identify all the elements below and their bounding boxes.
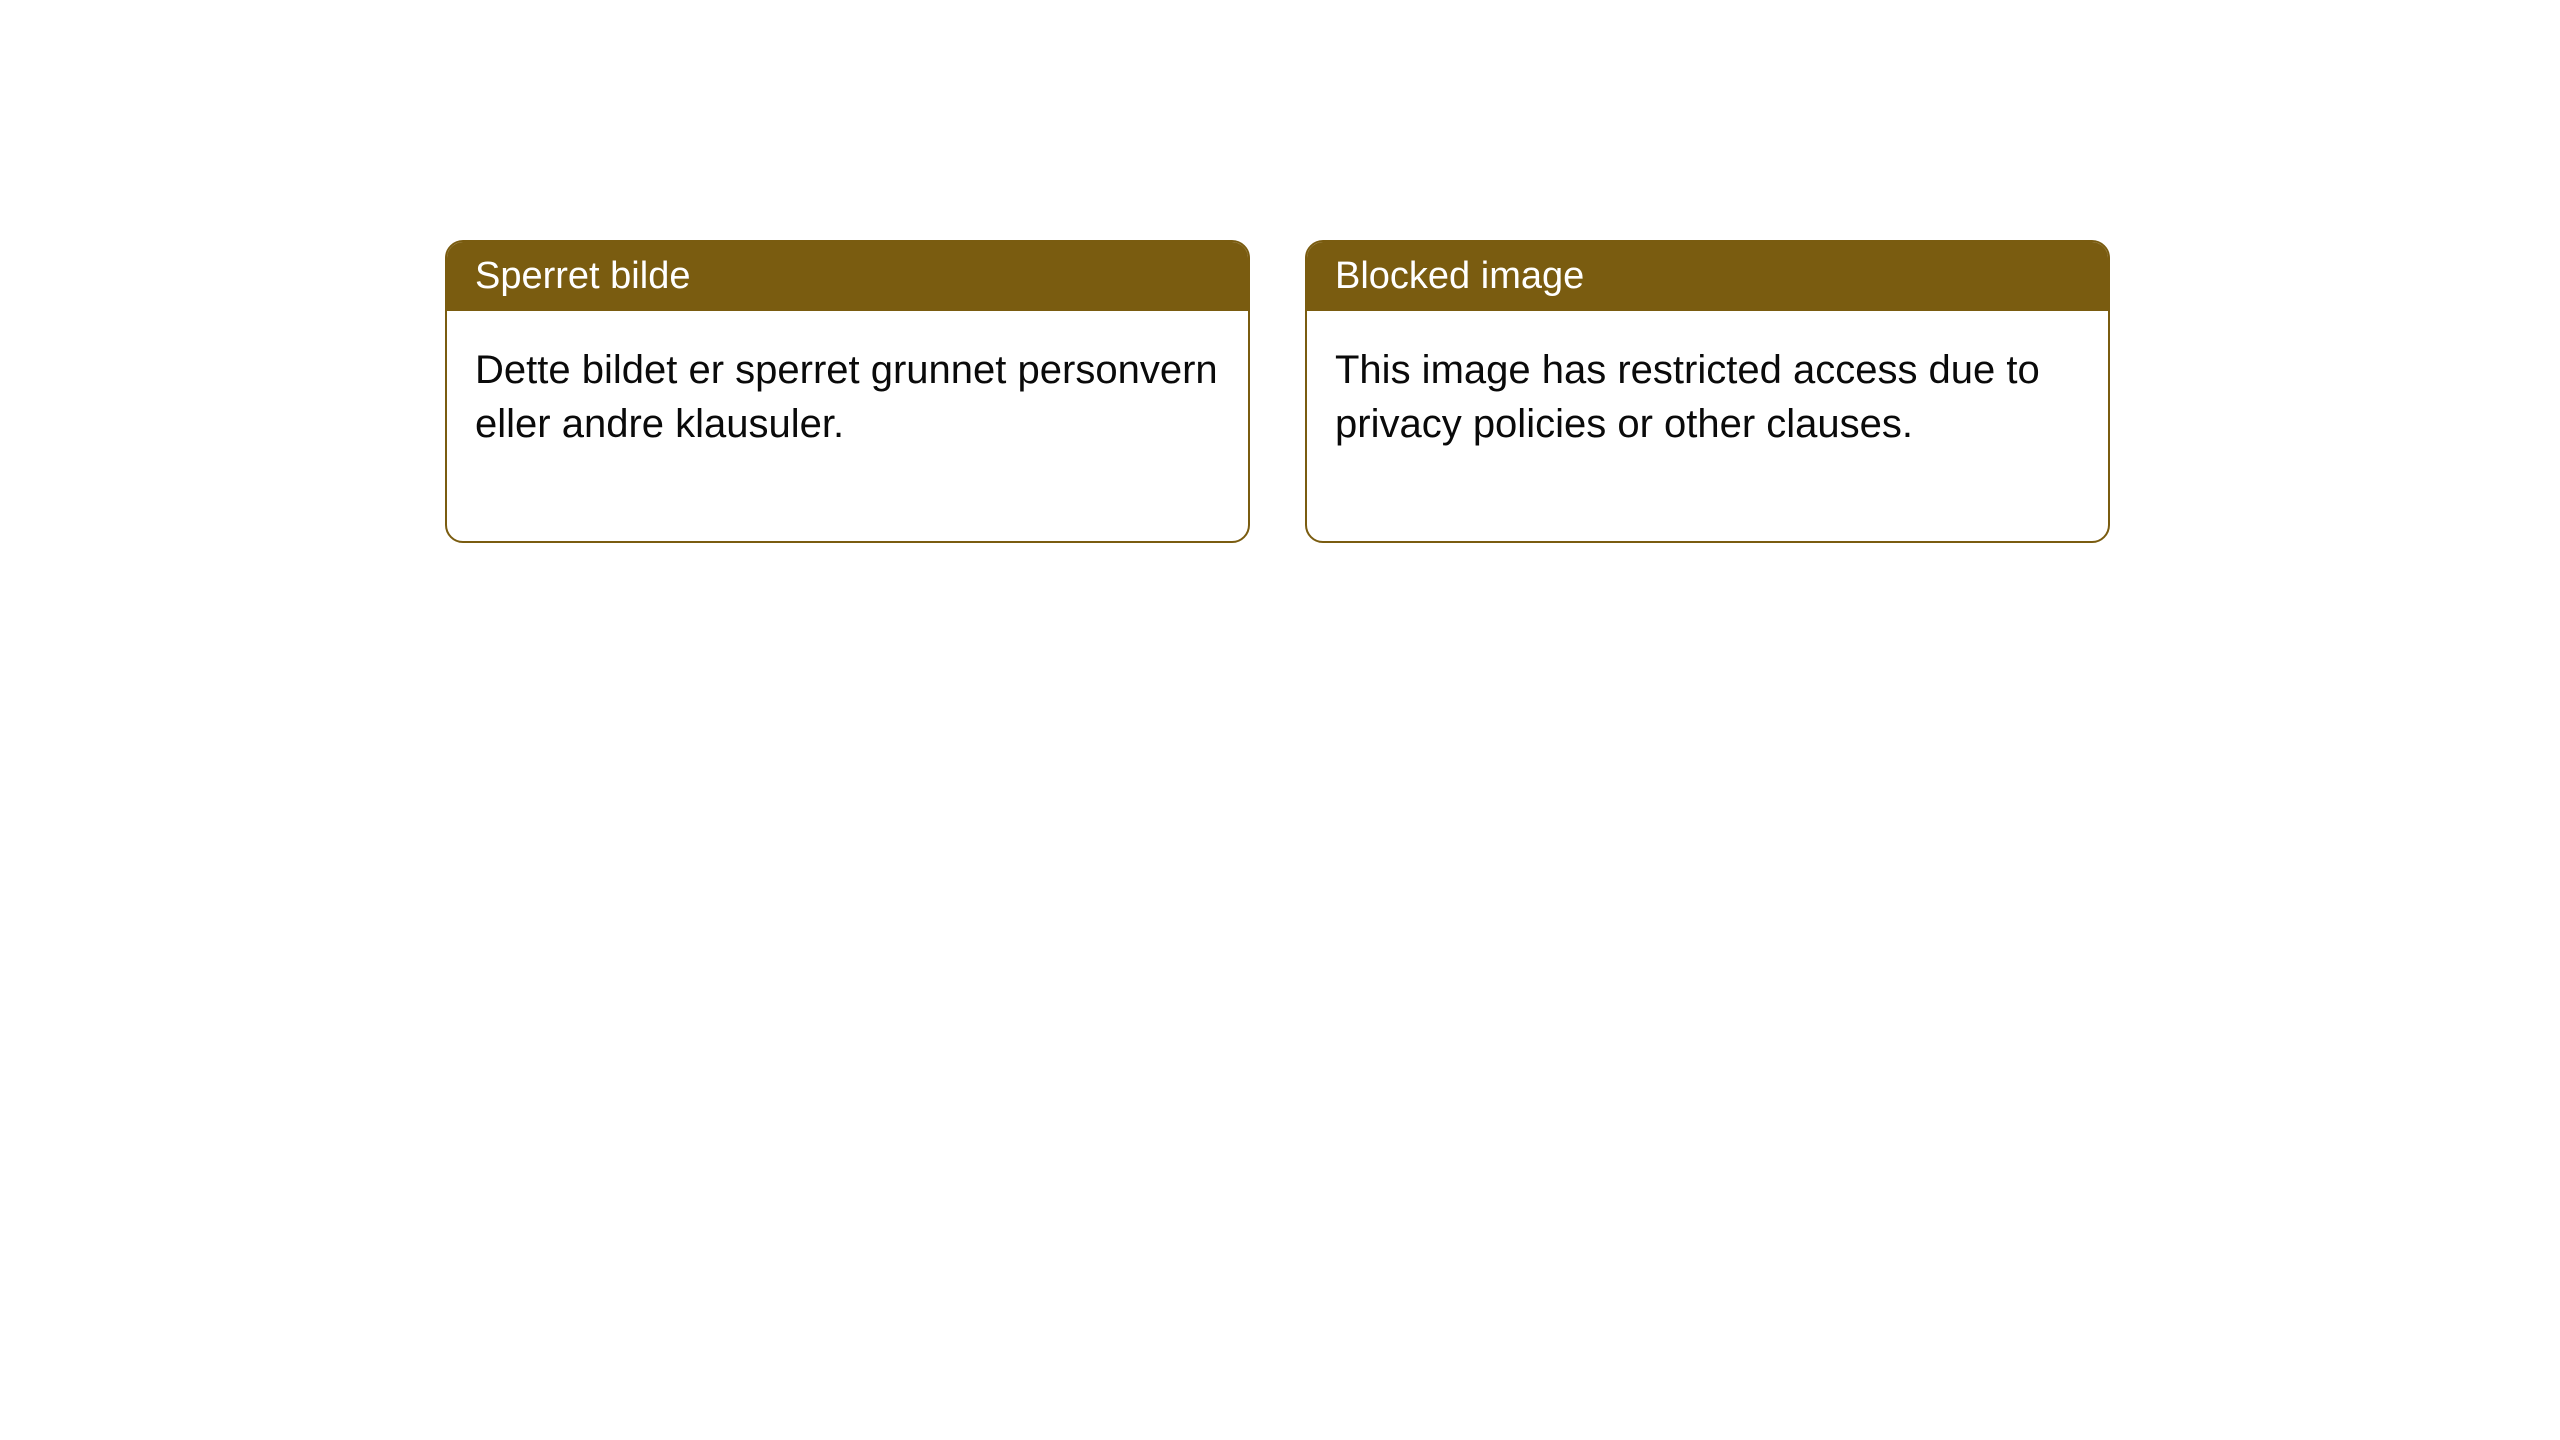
card-title: Blocked image [1335, 255, 1584, 297]
card-title: Sperret bilde [475, 255, 690, 297]
card-header: Sperret bilde [447, 242, 1248, 311]
notice-card-english: Blocked image This image has restricted … [1305, 240, 2110, 543]
card-body: Dette bildet er sperret grunnet personve… [447, 311, 1248, 541]
card-body-text: This image has restricted access due to … [1335, 348, 2040, 446]
notice-card-norwegian: Sperret bilde Dette bildet er sperret gr… [445, 240, 1250, 543]
notice-cards-container: Sperret bilde Dette bildet er sperret gr… [445, 240, 2560, 543]
card-body-text: Dette bildet er sperret grunnet personve… [475, 348, 1218, 446]
card-header: Blocked image [1307, 242, 2108, 311]
card-body: This image has restricted access due to … [1307, 311, 2108, 541]
